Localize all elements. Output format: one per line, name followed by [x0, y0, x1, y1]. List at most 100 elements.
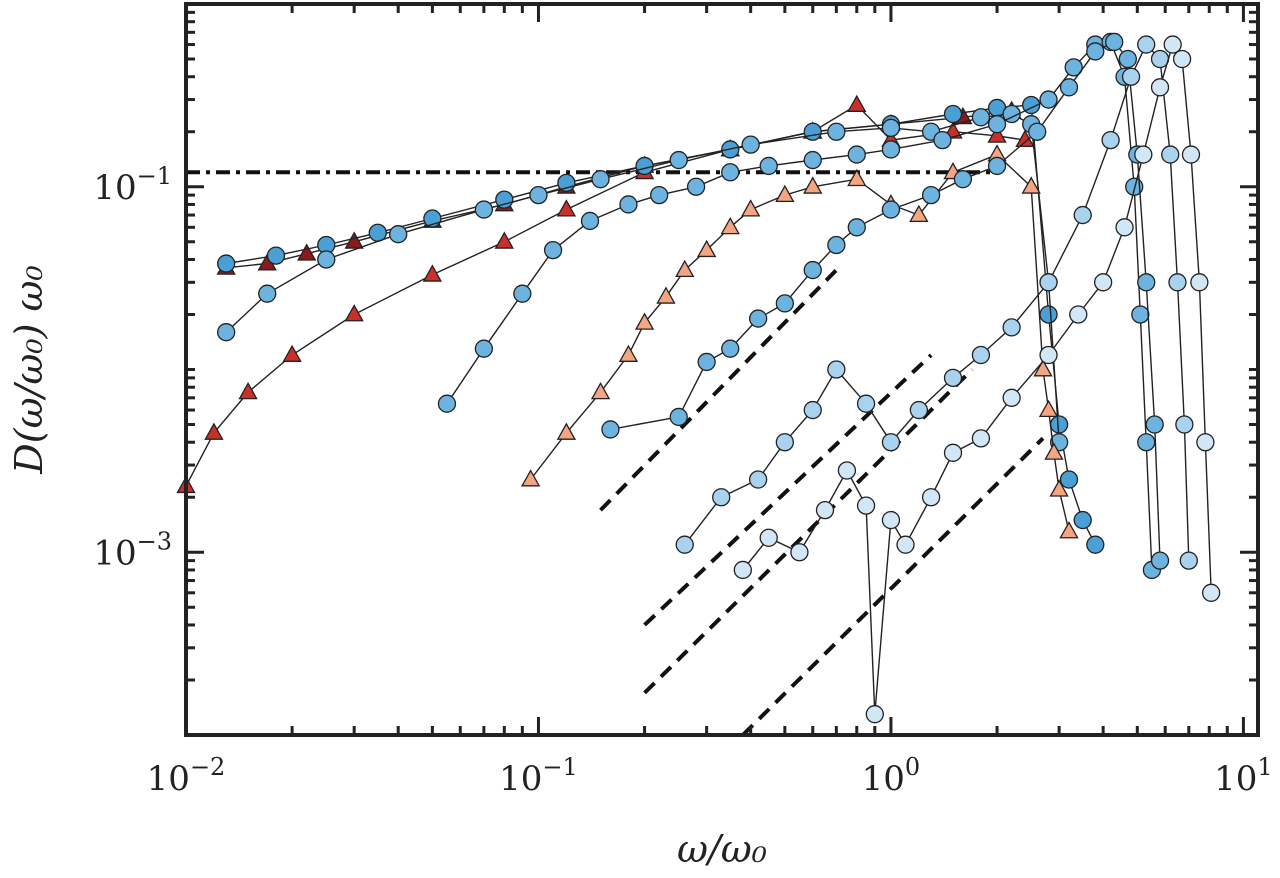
data-point [943, 443, 963, 462]
data-point [1086, 535, 1105, 554]
axis-ticks [184, 2, 1258, 737]
data-point [733, 560, 752, 580]
data-point [258, 284, 277, 303]
data-point [803, 260, 822, 280]
data-point [675, 535, 694, 554]
data-point [437, 394, 457, 413]
data-point [686, 177, 706, 196]
data-point [987, 156, 1007, 176]
data-point [1093, 273, 1113, 292]
data-point [1168, 273, 1187, 292]
data-point [580, 211, 600, 231]
data-point [909, 204, 929, 223]
data-point [881, 118, 901, 138]
data-point [803, 176, 823, 194]
data-point [1049, 415, 1069, 434]
data-point [1073, 510, 1092, 530]
data-point [389, 225, 408, 244]
data-point [217, 323, 236, 342]
data-point [896, 535, 915, 554]
data-point [803, 400, 822, 420]
x-tick-label: 101 [1214, 753, 1273, 799]
data-point [317, 250, 336, 269]
data-point [204, 422, 224, 440]
series-2 [217, 95, 1105, 554]
data-point [494, 231, 514, 249]
data-point [556, 422, 577, 440]
data-point [881, 433, 901, 452]
data-point [1121, 67, 1141, 86]
x-tick-label: 100 [862, 753, 921, 799]
data-point [1150, 78, 1170, 97]
data-point [1059, 521, 1079, 539]
reference-line-1 [599, 268, 838, 512]
data-point [1161, 145, 1180, 164]
data-point [759, 156, 778, 176]
y-tick-label: 10−3 [93, 527, 172, 573]
data-point [803, 122, 822, 141]
data-point [827, 360, 846, 379]
data-point [1150, 551, 1170, 570]
data-point [217, 254, 236, 273]
data-point [1086, 42, 1105, 61]
data-point [847, 168, 867, 187]
data-point [697, 352, 716, 372]
data-point [943, 368, 963, 388]
data-point [591, 170, 610, 189]
data-point [847, 218, 866, 237]
x-tick-label: 10−2 [147, 753, 226, 799]
data-point [669, 407, 688, 427]
data-point [1137, 35, 1156, 54]
data-point [266, 246, 286, 265]
data-point [1134, 145, 1153, 164]
data-point [1028, 122, 1047, 141]
data-point [971, 345, 991, 365]
data-point [987, 115, 1007, 134]
data-point [1064, 58, 1083, 77]
data-point [847, 145, 866, 164]
data-point [1137, 433, 1156, 452]
data-point [827, 235, 846, 255]
y-axis-label: D(ω/ω₀) ω₀ [7, 265, 51, 474]
data-point [775, 294, 794, 313]
series-line-6 [610, 41, 1161, 561]
data-point [856, 496, 876, 515]
series-line-7 [684, 43, 1190, 561]
series-line-0 [185, 104, 1026, 487]
data-point [1059, 470, 1079, 489]
data-point [1131, 305, 1150, 324]
data-point [1069, 305, 1088, 324]
data-point [634, 312, 655, 330]
x-tick-label: 10−1 [499, 753, 578, 799]
data-point [1101, 130, 1120, 150]
data-point [282, 344, 302, 362]
series-8 [733, 35, 1221, 724]
data-point [712, 488, 731, 507]
data-point [1039, 345, 1058, 365]
data-point [1038, 399, 1059, 417]
data-point [881, 510, 901, 530]
data-point [344, 304, 364, 322]
data-point [721, 163, 740, 182]
data-point [953, 170, 973, 189]
data-point [474, 339, 494, 358]
data-point [1073, 205, 1092, 225]
data-point [1039, 305, 1058, 324]
series-0 [176, 94, 1035, 494]
data-point [1039, 90, 1058, 109]
data-point [675, 259, 695, 278]
data-point [669, 150, 688, 170]
data-point [803, 150, 822, 170]
data-point [847, 94, 867, 112]
data-point [748, 309, 768, 328]
data-point [987, 125, 1007, 143]
series-7 [675, 35, 1198, 570]
data-point [618, 344, 639, 362]
data-point [1059, 78, 1079, 97]
data-point [590, 382, 611, 400]
y-tick-label: 10−1 [93, 162, 172, 208]
data-point [741, 199, 761, 217]
data-point [1021, 176, 1041, 194]
data-point [933, 130, 952, 150]
